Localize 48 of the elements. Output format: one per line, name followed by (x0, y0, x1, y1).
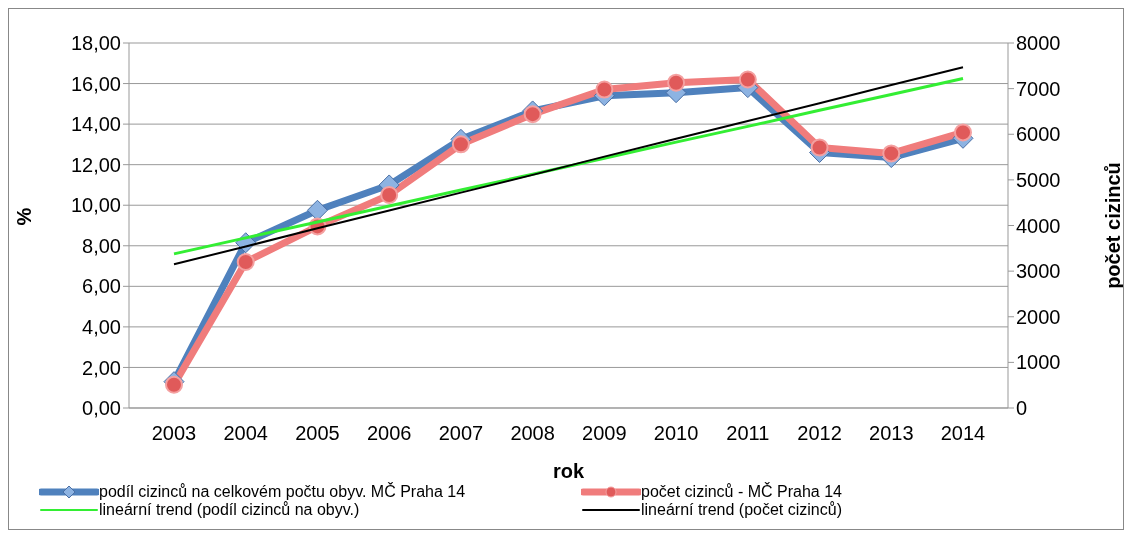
y-axis-title: % (13, 207, 36, 226)
x-tick-label: 2005 (295, 422, 340, 445)
x-tick-label: 2014 (940, 422, 986, 445)
point (738, 70, 757, 89)
point (667, 73, 686, 92)
legend-label: lineární trend (počet cizinců) (641, 501, 842, 519)
y-tick-label: 18,00 (70, 32, 121, 55)
point (810, 138, 829, 157)
point (380, 185, 399, 204)
y-tick-label: 10,00 (70, 194, 121, 217)
y-tick-label: 16,00 (70, 72, 121, 95)
legend-label: počet cizinců - MČ Praha 14 (641, 483, 842, 501)
y2-tick-label: 1000 (1016, 351, 1061, 374)
y2-tick-label: 8000 (1016, 32, 1061, 55)
y2-tick-label: 4000 (1016, 214, 1061, 237)
y-tick-label: 14,00 (70, 113, 121, 136)
x-tick-label: 2008 (510, 422, 555, 445)
point (451, 135, 470, 154)
point (523, 105, 542, 124)
y2-tick-label: 7000 (1016, 77, 1061, 100)
legend-label: lineární trend (podíl cizinců na obyv.) (99, 501, 360, 519)
x-tick-label: 2009 (582, 422, 627, 445)
x-tick-label: 2004 (223, 422, 268, 445)
point (595, 80, 614, 99)
y-tick-label: 0,00 (82, 397, 121, 420)
y-tick-label: 8,00 (82, 234, 121, 257)
y-tick-label: 2,00 (82, 356, 121, 379)
x-tick-label: 2006 (366, 422, 412, 445)
y2-tick-label: 2000 (1016, 305, 1061, 328)
x-tick-label: 2003 (151, 422, 197, 445)
y2-tick-label: 3000 (1016, 260, 1061, 283)
point (954, 123, 972, 142)
point (306, 199, 328, 221)
y-tick-label: 6,00 (82, 275, 121, 298)
legend-label: podíl cizinců na celkovém počtu obyv. MČ Praha 14 (99, 483, 466, 501)
x-tick-label: 2011 (726, 422, 770, 445)
y-tick-label: 12,00 (70, 153, 121, 176)
x-axis-title: rok (552, 460, 585, 482)
y2-tick-label: 5000 (1016, 168, 1061, 191)
point (236, 253, 255, 271)
point (882, 144, 901, 163)
y2-tick-label: 0 (1016, 397, 1028, 420)
x-tick-label: 2007 (438, 422, 484, 445)
x-tick-label: 2010 (653, 422, 699, 445)
x-tick-label: 2012 (797, 422, 842, 445)
x-tick-label: 2013 (869, 422, 914, 445)
y2-tick-label: 6000 (1016, 123, 1061, 146)
y-tick-label: 4,00 (82, 315, 121, 338)
